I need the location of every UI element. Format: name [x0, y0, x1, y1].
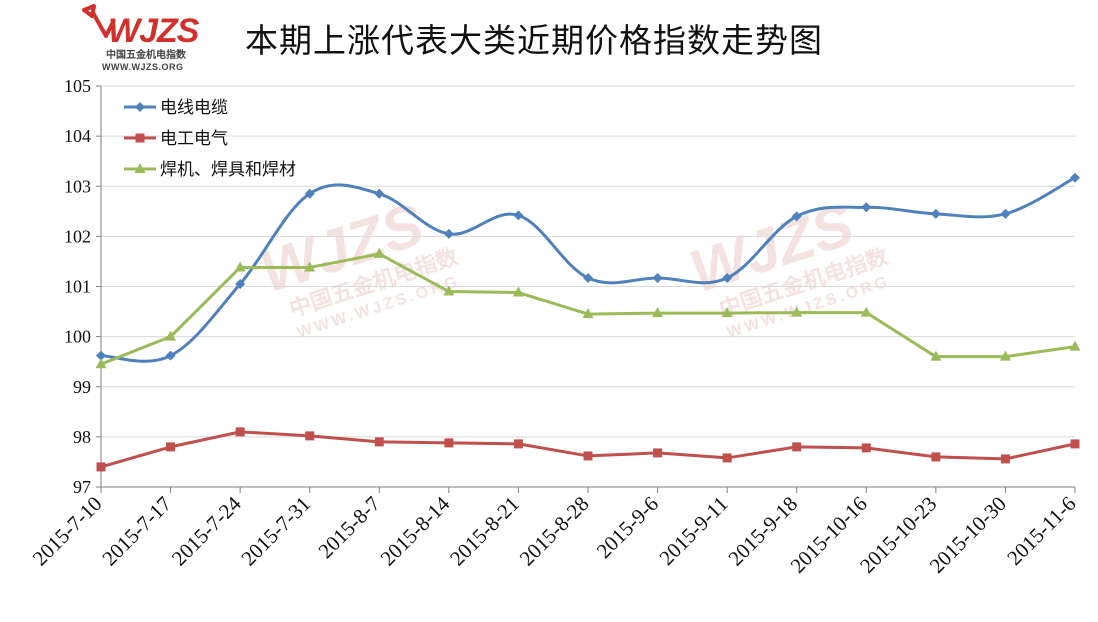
data-point — [304, 188, 315, 199]
watermark-layer: WJZS中国五金机电指数WWW.WJZS.ORGWJZS中国五金机电指数WWW.… — [252, 190, 892, 341]
x-tick-label: 2015-9-11 — [654, 492, 732, 570]
x-tick-label: 2015-7-17 — [97, 492, 176, 571]
data-point — [135, 102, 145, 112]
y-tick-label: 104 — [64, 126, 91, 146]
x-tick-label: 2015-10-30 — [925, 492, 1011, 578]
x-tick-label: 2015-9-6 — [592, 492, 663, 563]
data-point — [1000, 208, 1011, 219]
data-point — [861, 443, 871, 453]
x-tick-label: 2015-7-24 — [167, 491, 246, 570]
x-tick-label: 2015-7-10 — [28, 492, 107, 571]
data-point — [653, 448, 663, 458]
data-point — [304, 261, 316, 272]
y-tick-label: 100 — [64, 327, 91, 347]
data-point — [373, 247, 385, 258]
data-point — [722, 453, 732, 463]
data-point — [443, 228, 454, 239]
logo-mark: WJZS — [108, 12, 200, 50]
data-point — [930, 208, 941, 219]
y-axis-ticks: 97 98 99 100 101 102 103 104 105 — [64, 76, 101, 497]
data-point — [443, 285, 455, 296]
data-point — [583, 272, 593, 283]
y-tick-label: 102 — [64, 226, 91, 246]
legend-label: 电线电缆 — [160, 98, 228, 118]
series-2 — [96, 427, 1080, 472]
data-point — [513, 210, 524, 221]
data-point — [305, 431, 315, 441]
y-tick-label: 98 — [73, 427, 91, 447]
x-tick-label: 2015-8-28 — [515, 492, 594, 571]
x-tick-label: 2015-8-21 — [445, 492, 524, 571]
data-point — [1070, 439, 1080, 449]
y-tick-label: 99 — [73, 377, 91, 397]
data-point — [135, 133, 145, 143]
data-point — [792, 442, 802, 452]
data-point — [860, 306, 872, 317]
data-point — [1000, 454, 1010, 464]
legend-item: 电线电缆 — [124, 98, 228, 118]
y-tick-label: 97 — [73, 477, 91, 497]
data-point — [165, 330, 177, 341]
data-point — [791, 306, 803, 317]
x-axis-ticks: 2015-7-102015-7-172015-7-242015-7-312015… — [28, 487, 1081, 578]
data-point — [652, 307, 664, 318]
data-point — [374, 437, 384, 447]
gridlines — [101, 85, 1075, 438]
data-point — [931, 452, 941, 462]
data-point — [1070, 172, 1080, 183]
logo-arrow-icon — [82, 4, 116, 38]
data-point — [513, 439, 523, 449]
legend-label: 焊机、焊具和焊材 — [160, 160, 296, 180]
data-point — [999, 350, 1011, 361]
data-point — [721, 307, 733, 318]
series-layer — [95, 172, 1081, 472]
data-point — [96, 462, 106, 472]
legend-label: 电工电气 — [160, 129, 228, 149]
series-1 — [96, 172, 1080, 363]
data-point — [374, 188, 385, 199]
data-point — [791, 211, 802, 222]
data-point — [1069, 340, 1081, 351]
logo-url: WWW.WJZS.ORG — [102, 62, 184, 72]
data-point — [235, 278, 246, 289]
data-point — [652, 272, 663, 283]
logo-subtitle: 中国五金机电指数 — [106, 48, 187, 61]
x-tick-label: 2015-8-7 — [313, 492, 384, 563]
legend-item: 电工电气 — [124, 129, 228, 149]
series-3 — [95, 247, 1081, 369]
data-point — [583, 451, 593, 461]
data-point — [722, 272, 733, 283]
data-point — [165, 350, 176, 361]
y-tick-label: 103 — [64, 176, 91, 196]
logo: WJZS 中国五金机电指数 WWW.WJZS.ORG — [82, 4, 201, 72]
data-point — [95, 358, 107, 369]
y-tick-label: 101 — [64, 277, 91, 297]
data-point — [235, 427, 245, 437]
data-point — [582, 308, 594, 319]
chart-title: 本期上涨代表大类近期价格指数走势图 — [245, 21, 823, 60]
data-point — [444, 438, 454, 448]
data-point — [512, 286, 524, 297]
data-point — [930, 350, 942, 361]
data-point — [234, 261, 246, 272]
x-tick-label: 2015-11-6 — [1002, 492, 1080, 570]
data-point — [166, 442, 176, 452]
legend-item: 焊机、焊具和焊材 — [124, 160, 296, 180]
y-tick-label: 105 — [64, 76, 91, 96]
x-tick-label: 2015-8-14 — [376, 491, 455, 570]
series-line — [100, 176, 1076, 363]
x-tick-label: 2015-7-31 — [236, 492, 315, 571]
data-point — [134, 163, 146, 173]
data-point — [96, 350, 106, 361]
data-point — [861, 202, 872, 213]
